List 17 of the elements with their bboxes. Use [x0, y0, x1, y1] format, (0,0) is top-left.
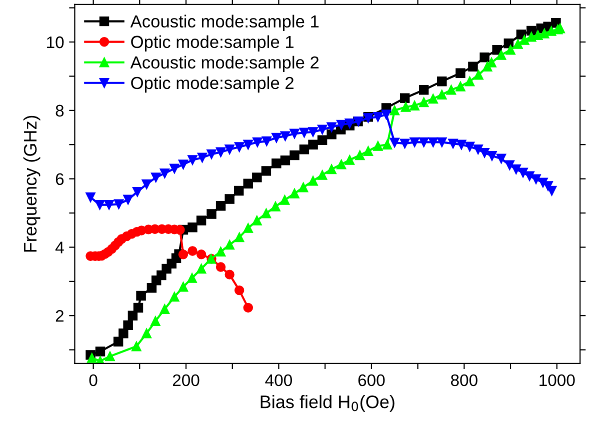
y-tick-label: 2: [56, 310, 64, 322]
x-tick-label: 0: [89, 374, 98, 386]
legend-label: Optic mode:sample 2: [131, 76, 294, 93]
y-tick-label: 6: [56, 173, 64, 186]
x-tick-label: 600: [358, 374, 385, 386]
x-axis-title: Bias field H$_{0}$(Oe): [260, 395, 394, 412]
x-tick-label: 200: [172, 374, 200, 386]
legend-label: Acoustic mode:sample 2: [130, 56, 319, 72]
legend-label: Optic mode:sample 1: [131, 35, 294, 52]
y-axis-title: Frequency (GHz): [23, 116, 40, 252]
x-tick-label: 400: [265, 374, 292, 386]
y-tick-label: 4: [55, 242, 64, 254]
legend-label: Acoustic mode:sample 1: [130, 14, 319, 31]
x-tick-label: 1000: [540, 374, 575, 386]
y-tick-label: 10: [47, 36, 64, 48]
y-tick-label: 8: [56, 104, 64, 117]
x-tick-label: 800: [450, 374, 478, 386]
